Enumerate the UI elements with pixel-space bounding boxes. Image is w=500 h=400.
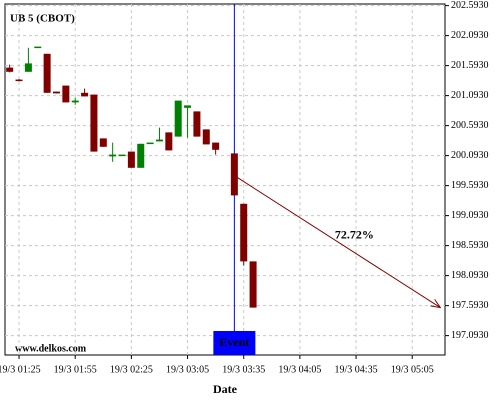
candle-body	[43, 53, 51, 93]
candle-body	[174, 100, 182, 137]
x-tick-label: 19/3 03:05	[166, 364, 209, 375]
y-tick-label: 199.0930	[451, 210, 489, 221]
x-tick-label: 19/3 03:35	[222, 364, 265, 375]
annotation-arrow	[234, 175, 441, 309]
candle-body	[155, 139, 163, 142]
x-tick-label: 19/3 02:25	[110, 364, 153, 375]
y-tick-label: 201.0930	[451, 90, 489, 101]
x-tick-label: 19/3 04:05	[278, 364, 321, 375]
candle-body	[6, 67, 14, 72]
y-tick-label: 200.5930	[451, 120, 489, 131]
candle-body	[90, 94, 98, 152]
candle-body	[15, 79, 23, 82]
candle-body	[99, 138, 107, 147]
x-axis-label: Date	[213, 382, 238, 396]
candle-body	[137, 143, 145, 168]
event-label: Event	[219, 335, 249, 349]
candle-body	[146, 142, 154, 145]
candle-body	[81, 92, 89, 97]
event-box	[213, 331, 256, 355]
chart-title: UB 5 (CBOT)	[10, 13, 75, 25]
candle-body	[240, 203, 248, 262]
x-tick-label: 19/3 04:35	[335, 364, 378, 375]
x-tick-label: 19/3 01:25	[0, 364, 41, 375]
y-tick-label: 198.5930	[451, 240, 489, 251]
x-tick-label: 19/3 01:55	[54, 364, 97, 375]
watermark: www.delkos.com	[15, 343, 87, 354]
candle-body	[24, 63, 32, 72]
y-tick-label: 199.5930	[451, 180, 489, 191]
candle-body	[165, 132, 173, 151]
candle-body	[193, 111, 201, 137]
candle-body	[52, 91, 60, 94]
candle-body	[118, 154, 126, 157]
candle-body	[230, 153, 238, 196]
candle-body	[127, 151, 135, 168]
y-tick-label: 201.5930	[451, 60, 489, 71]
y-tick-label: 200.0930	[451, 150, 489, 161]
y-tick-label: 202.5930	[451, 0, 489, 11]
y-tick-label: 202.0930	[451, 30, 489, 41]
candle-body	[71, 100, 79, 103]
annotation-label: 72.72%	[335, 227, 374, 241]
y-tick-label: 197.5930	[451, 300, 489, 311]
candle-body	[34, 46, 42, 49]
candle-body	[249, 261, 257, 308]
y-tick-label: 198.0930	[451, 270, 489, 281]
plot-frame	[4, 3, 446, 356]
candle-body	[212, 142, 220, 150]
y-tick-label: 197.0930	[451, 330, 489, 341]
arrow-head	[430, 299, 442, 309]
x-tick-label: 19/3 05:05	[391, 364, 434, 375]
candle-body	[202, 129, 210, 145]
candle-body	[184, 105, 192, 108]
candle-body	[62, 85, 70, 103]
candle-body	[109, 154, 117, 157]
